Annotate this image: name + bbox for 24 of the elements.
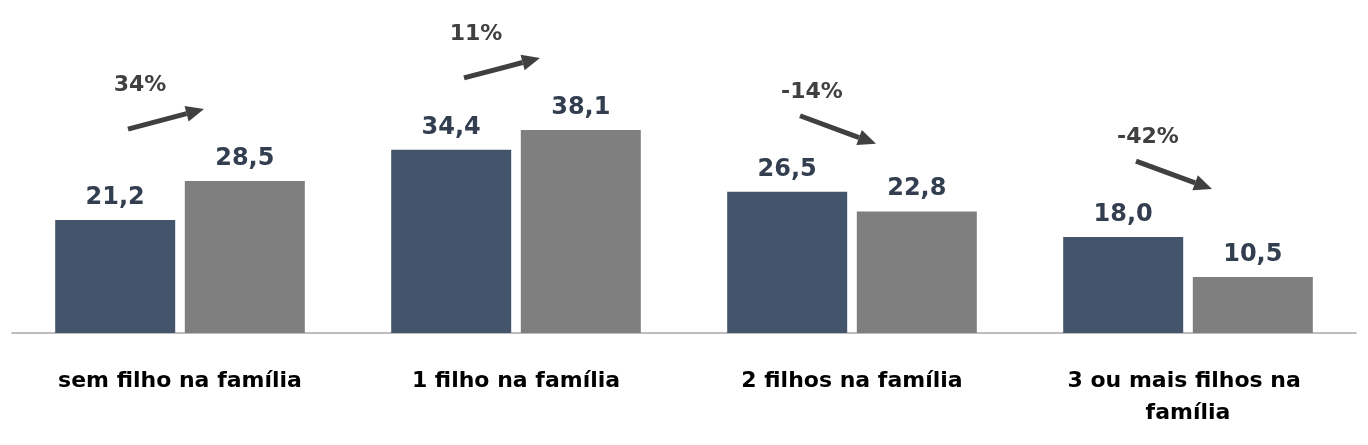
bar: [856, 211, 977, 333]
x-tick-label: sem filho na família: [58, 366, 302, 392]
bar: [391, 149, 512, 333]
bar: [520, 129, 641, 333]
x-tick-label: 3 ou mais filhos na família: [1067, 366, 1309, 424]
data-label: 10,5: [1223, 239, 1283, 268]
data-label: 18,0: [1093, 199, 1153, 228]
bar: [55, 220, 176, 333]
bar: [184, 181, 305, 333]
x-tick-label: 1 filho na família: [411, 366, 621, 392]
data-label: 21,2: [85, 182, 145, 211]
annotation: -42%: [1117, 123, 1179, 149]
bar: [1063, 237, 1184, 333]
x-tick-label: 2 filhos na família: [741, 366, 963, 392]
text: -14%: [781, 77, 843, 103]
text: 34%: [113, 71, 167, 97]
data-label: 26,5: [757, 153, 817, 182]
data-label: 38,1: [551, 91, 611, 120]
bar: [727, 191, 848, 333]
bar: [1192, 277, 1313, 333]
data-label: 22,8: [887, 173, 947, 202]
text: 11%: [449, 19, 503, 45]
data-label: 28,5: [215, 143, 275, 172]
data-label: 34,4: [421, 111, 481, 140]
